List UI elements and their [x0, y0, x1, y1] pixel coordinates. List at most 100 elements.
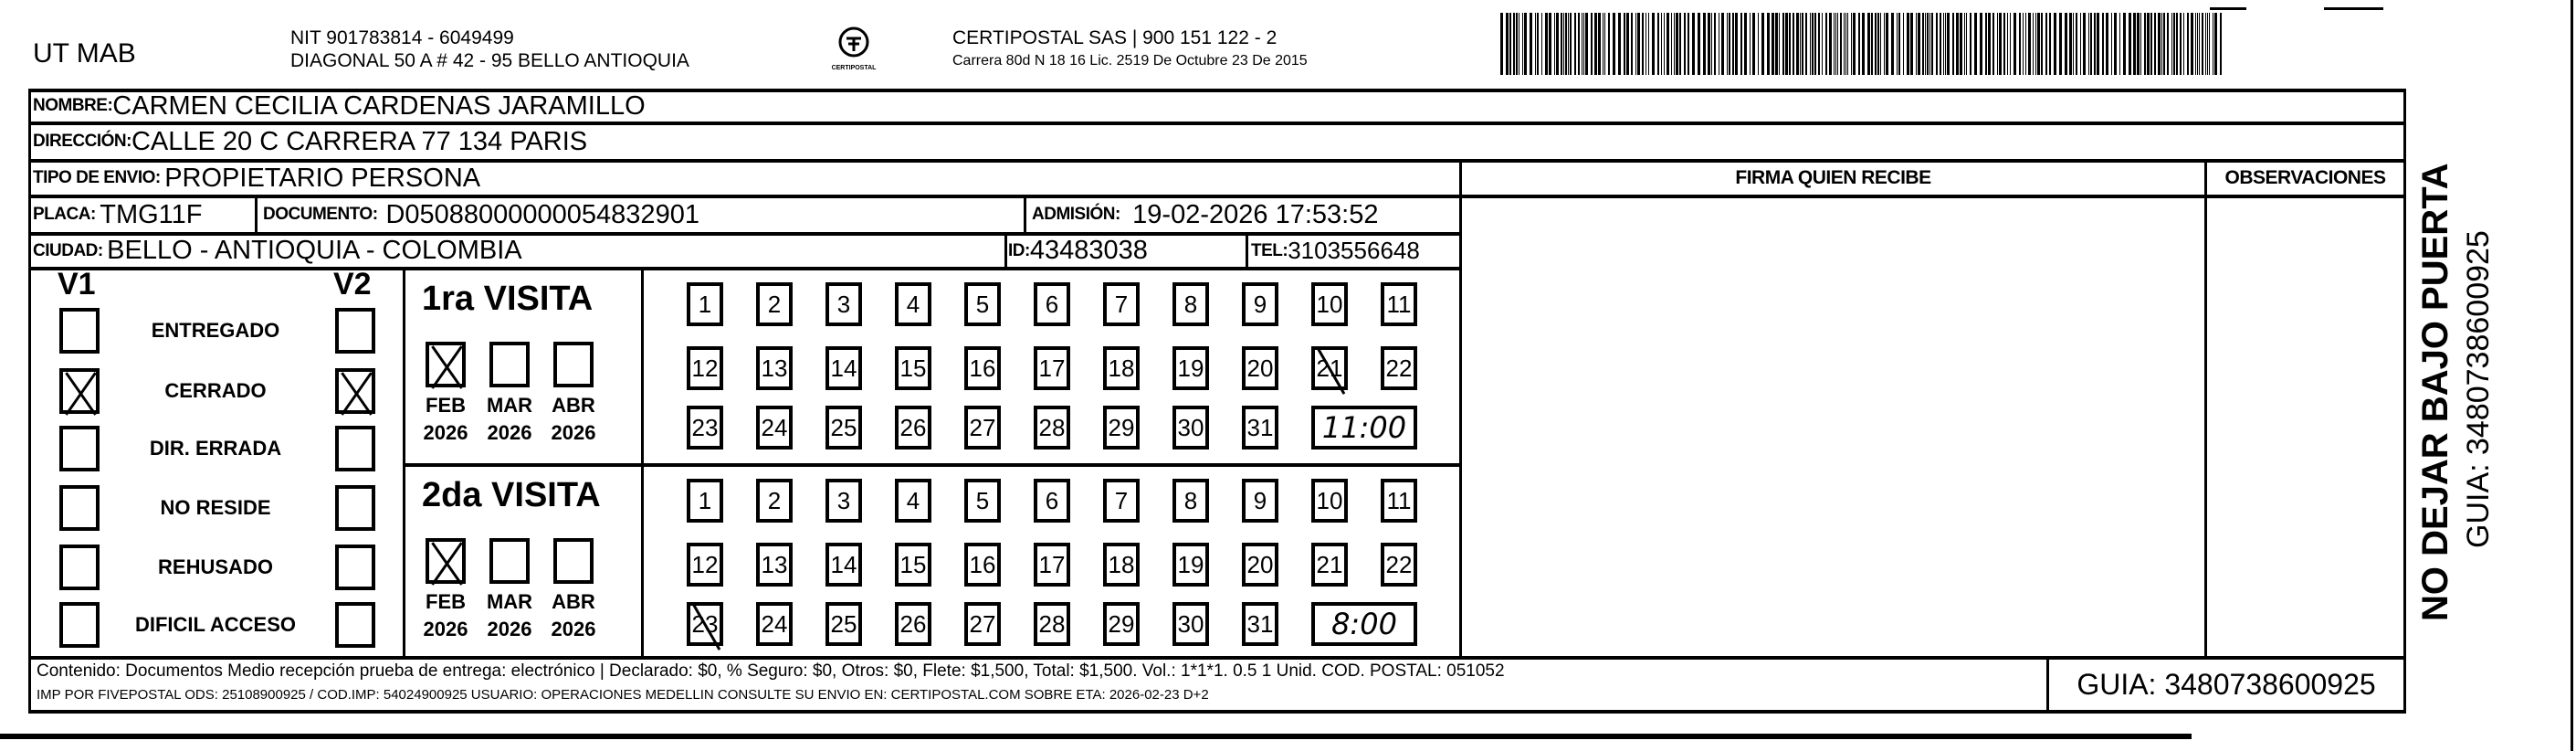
day-box[interactable]: 12	[687, 543, 723, 587]
day-box[interactable]: 7	[1103, 479, 1140, 523]
day-box[interactable]: 30	[1172, 406, 1209, 450]
day-box[interactable]: 4	[895, 479, 931, 523]
v1-checkbox[interactable]	[59, 308, 100, 354]
day-box[interactable]: 18	[1103, 346, 1140, 390]
day-box[interactable]: 20	[1242, 543, 1278, 587]
month-label: ABR	[552, 394, 595, 417]
v1-checkbox[interactable]	[59, 485, 100, 531]
day-box[interactable]: 22	[1381, 346, 1417, 390]
day-box[interactable]: 22	[1381, 543, 1417, 587]
day-box[interactable]: 8	[1172, 282, 1209, 326]
day-box[interactable]: 31	[1242, 406, 1278, 450]
day-box[interactable]: 3	[825, 282, 862, 326]
day-box[interactable]: 16	[964, 346, 1001, 390]
placa-label: PLACA:	[33, 205, 96, 224]
day-box[interactable]: 17	[1034, 346, 1070, 390]
v2-checkbox[interactable]	[335, 545, 375, 590]
day-box[interactable]: 15	[895, 543, 931, 587]
barcode-bar	[2010, 13, 2011, 75]
day-box[interactable]: 3	[825, 479, 862, 523]
day-box[interactable]: 27	[964, 602, 1001, 646]
v1-checkbox[interactable]	[59, 368, 100, 414]
day-box[interactable]: 2	[756, 479, 793, 523]
visit-time[interactable]: 11:00	[1311, 406, 1417, 450]
day-box[interactable]: 14	[825, 346, 862, 390]
day-box[interactable]: 26	[895, 602, 931, 646]
v2-checkbox[interactable]	[335, 368, 375, 414]
day-box[interactable]: 9	[1242, 479, 1278, 523]
day-box[interactable]: 5	[964, 282, 1001, 326]
day-box[interactable]: 16	[964, 543, 1001, 587]
observaciones-area[interactable]	[2207, 198, 2403, 655]
day-box[interactable]: 17	[1034, 543, 1070, 587]
barcode-bar	[2133, 13, 2136, 75]
barcode-bar	[1608, 13, 1610, 75]
barcode-bar	[2102, 13, 2104, 75]
month-label: FEB	[426, 590, 466, 613]
carrier-license: Carrera 80d N 18 16 Lic. 2519 De Octubre…	[952, 53, 1308, 69]
day-box[interactable]: 20	[1242, 346, 1278, 390]
barcode-bar	[1812, 13, 1814, 75]
v1-checkbox[interactable]	[59, 545, 100, 590]
day-box[interactable]: 2	[756, 282, 793, 326]
day-box[interactable]: 8	[1172, 479, 1209, 523]
v2-checkbox[interactable]	[335, 426, 375, 471]
v2-checkbox[interactable]	[335, 602, 375, 648]
day-box[interactable]: 24	[756, 406, 793, 450]
year-label: 2026	[551, 618, 596, 640]
day-box[interactable]: 6	[1034, 282, 1070, 326]
day-box[interactable]: 10	[1311, 479, 1348, 523]
day-box[interactable]: 31	[1242, 602, 1278, 646]
visit-time[interactable]: 8:00	[1311, 602, 1417, 646]
day-box[interactable]: 1	[687, 479, 723, 523]
day-box[interactable]: 25	[825, 406, 862, 450]
day-box[interactable]: 9	[1242, 282, 1278, 326]
day-box[interactable]: 12	[687, 346, 723, 390]
day-box[interactable]: 5	[964, 479, 1001, 523]
day-box[interactable]: 30	[1172, 602, 1209, 646]
month-checkbox[interactable]	[426, 538, 466, 584]
day-box[interactable]: 11	[1381, 282, 1417, 326]
day-box[interactable]: 7	[1103, 282, 1140, 326]
barcode-bar	[1541, 13, 1542, 75]
day-box[interactable]: 29	[1103, 406, 1140, 450]
day-box[interactable]: 13	[756, 346, 793, 390]
v2-checkbox[interactable]	[335, 485, 375, 531]
day-box[interactable]: 19	[1172, 346, 1209, 390]
day-box[interactable]: 6	[1034, 479, 1070, 523]
day-box[interactable]: 14	[825, 543, 862, 587]
day-box[interactable]: 1	[687, 282, 723, 326]
day-box[interactable]: 4	[895, 282, 931, 326]
day-box[interactable]: 15	[895, 346, 931, 390]
day-box[interactable]: 29	[1103, 602, 1140, 646]
v2-checkbox[interactable]	[335, 308, 375, 354]
v1-checkbox[interactable]	[59, 602, 100, 648]
barcode-bar	[2028, 13, 2031, 75]
day-box[interactable]: 23	[687, 406, 723, 450]
month-checkbox[interactable]	[553, 538, 594, 584]
day-box[interactable]: 11	[1381, 479, 1417, 523]
month-label: FEB	[426, 394, 466, 417]
barcode-bar	[1549, 13, 1551, 75]
day-box[interactable]: 10	[1311, 282, 1348, 326]
day-box[interactable]: 28	[1034, 406, 1070, 450]
day-box[interactable]: 27	[964, 406, 1001, 450]
firma-area[interactable]	[1462, 198, 2204, 655]
day-box[interactable]: 21	[1311, 543, 1348, 587]
month-checkbox[interactable]	[489, 342, 530, 387]
day-box[interactable]: 13	[756, 543, 793, 587]
month-checkbox[interactable]	[553, 342, 594, 387]
barcode-bar	[1898, 13, 1900, 75]
day-box[interactable]: 25	[825, 602, 862, 646]
day-box[interactable]: 21	[1311, 346, 1348, 390]
barcode-bar	[2137, 13, 2140, 75]
month-checkbox[interactable]	[489, 538, 530, 584]
day-box[interactable]: 18	[1103, 543, 1140, 587]
day-box[interactable]: 19	[1172, 543, 1209, 587]
month-checkbox[interactable]	[426, 342, 466, 387]
day-box[interactable]: 28	[1034, 602, 1070, 646]
day-box[interactable]: 26	[895, 406, 931, 450]
v1-checkbox[interactable]	[59, 426, 100, 471]
day-box[interactable]: 24	[756, 602, 793, 646]
day-box[interactable]: 23	[687, 602, 723, 646]
